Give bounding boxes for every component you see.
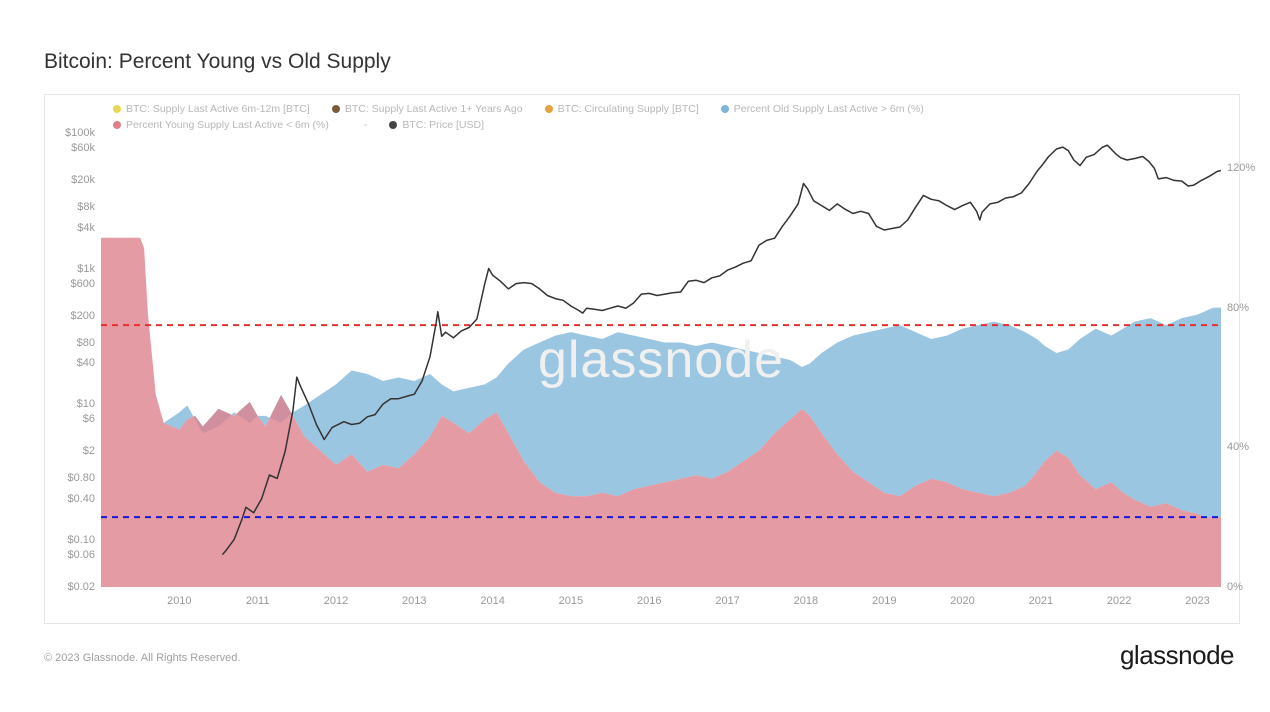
legend-label: Percent Young Supply Last Active < 6m (%… bbox=[126, 119, 329, 131]
legend-dot bbox=[113, 121, 121, 129]
chart-frame: BTC: Supply Last Active 6m-12m [BTC] BTC:… bbox=[44, 94, 1240, 624]
legend-item: BTC: Price [USD] bbox=[389, 119, 484, 131]
legend: BTC: Supply Last Active 6m-12m [BTC] BTC:… bbox=[113, 103, 1113, 131]
legend-label: Percent Old Supply Last Active > 6m (%) bbox=[734, 103, 924, 115]
legend-item: Percent Young Supply Last Active < 6m (%… bbox=[113, 119, 329, 131]
legend-dot bbox=[545, 105, 553, 113]
chart-inner: glassnode $0.02$0.06$0.10$0.40$0.80$2$6$… bbox=[101, 133, 1221, 587]
legend-dot bbox=[389, 121, 397, 129]
legend-label: BTC: Circulating Supply [BTC] bbox=[558, 103, 699, 115]
chart-svg bbox=[101, 133, 1221, 587]
footer-logo: glassnode bbox=[1120, 640, 1234, 671]
legend-label: - bbox=[364, 119, 368, 131]
legend-label: BTC: Supply Last Active 1+ Years Ago bbox=[345, 103, 523, 115]
page-title: Bitcoin: Percent Young vs Old Supply bbox=[44, 50, 391, 74]
legend-item: BTC: Supply Last Active 1+ Years Ago bbox=[332, 103, 523, 115]
legend-dot bbox=[721, 105, 729, 113]
legend-dot bbox=[332, 105, 340, 113]
legend-dot bbox=[113, 105, 121, 113]
legend-item: - bbox=[351, 119, 368, 131]
legend-item: Percent Old Supply Last Active > 6m (%) bbox=[721, 103, 924, 115]
legend-label: BTC: Price [USD] bbox=[402, 119, 484, 131]
legend-item: BTC: Supply Last Active 6m-12m [BTC] bbox=[113, 103, 310, 115]
legend-item: BTC: Circulating Supply [BTC] bbox=[545, 103, 699, 115]
footer-copyright: © 2023 Glassnode. All Rights Reserved. bbox=[44, 652, 240, 664]
legend-label: BTC: Supply Last Active 6m-12m [BTC] bbox=[126, 103, 310, 115]
